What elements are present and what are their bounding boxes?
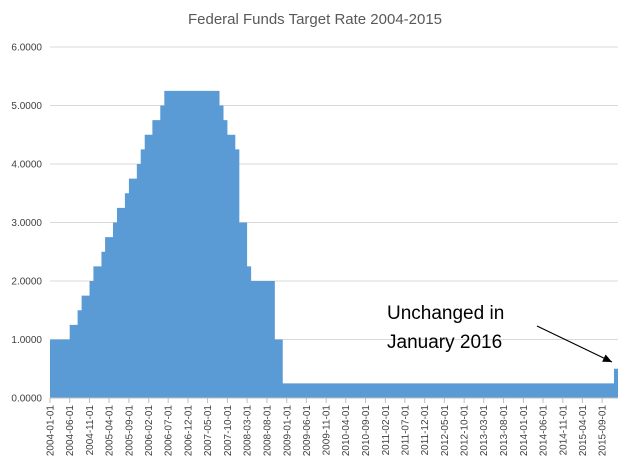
- y-tick-label: 2.0000: [11, 277, 42, 288]
- y-axis-ticks: 0.0000 1.0000 2.0000 3.0000 4.0000 5.0000 6.00…: [11, 43, 42, 405]
- x-tick-label: 2006-02-01: [144, 405, 155, 457]
- y-tick-label: 3.0000: [11, 218, 42, 229]
- x-tick-label: 2009-06-01: [302, 405, 313, 457]
- series-area: [50, 90, 618, 398]
- y-tick-label: 6.0000: [11, 43, 42, 54]
- x-tick-label: 2013-03-01: [479, 405, 490, 457]
- x-tick-label: 2014-01-01: [519, 405, 530, 457]
- x-tick-label: 2007-05-01: [203, 405, 214, 457]
- annotation-line-1: Unchanged in: [387, 303, 504, 324]
- annotation-line-2: January 2016: [387, 332, 502, 353]
- x-tick-label: 2010-09-01: [361, 405, 372, 457]
- x-tick-label: 2012-05-01: [440, 405, 451, 457]
- x-tick-label: 2015-04-01: [578, 405, 589, 457]
- x-tick-label: 2011-07-01: [400, 405, 411, 456]
- x-tick-label: 2009-11-01: [322, 405, 333, 456]
- y-tick-label: 0.0000: [11, 394, 42, 405]
- annotation-arrow-head: [602, 354, 612, 362]
- x-tick-label: 2009-01-01: [282, 405, 293, 457]
- x-tick-label: 2004-01-01: [46, 405, 57, 457]
- x-tick-label: 2015-09-01: [598, 405, 609, 457]
- x-tick-label: 2006-07-01: [164, 405, 175, 457]
- x-axis-ticks: 2004-01-01 2004-06-01 2004-11-01 2005-04-01…: [46, 398, 609, 456]
- y-tick-label: 1.0000: [11, 335, 42, 346]
- x-tick-label: 2013-08-01: [499, 405, 510, 457]
- x-tick-label: 2012-10-01: [460, 405, 471, 457]
- rate-area: [50, 90, 618, 398]
- x-tick-label: 2010-04-01: [341, 405, 352, 457]
- x-tick-label: 2005-09-01: [124, 405, 135, 457]
- annotation: Unchanged in January 2016: [387, 303, 613, 363]
- x-tick-label: 2011-02-01: [381, 405, 392, 456]
- y-tick-label: 4.0000: [11, 160, 42, 171]
- x-tick-label: 2008-08-01: [262, 405, 273, 457]
- x-tick-label: 2004-06-01: [65, 405, 76, 457]
- x-tick-label: 2011-12-01: [420, 405, 431, 456]
- x-tick-label: 2005-04-01: [105, 405, 116, 457]
- x-tick-label: 2008-03-01: [243, 405, 254, 457]
- x-tick-label: 2014-11-01: [558, 405, 569, 456]
- x-tick-label: 2004-11-01: [85, 405, 96, 456]
- x-tick-label: 2014-06-01: [538, 405, 549, 457]
- x-tick-label: 2006-12-01: [184, 405, 195, 457]
- annotation-arrow-line: [536, 325, 613, 363]
- chart-title: Federal Funds Target Rate 2004-2015: [188, 11, 442, 28]
- y-tick-label: 5.0000: [11, 101, 42, 112]
- x-tick-label: 2007-10-01: [223, 405, 234, 457]
